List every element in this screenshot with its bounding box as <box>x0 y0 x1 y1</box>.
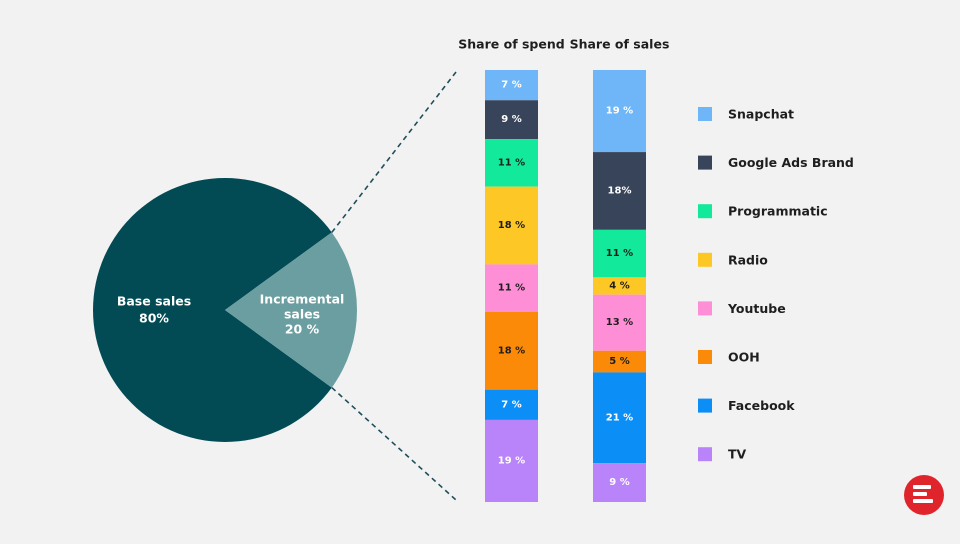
bar-segment-share-of-spend-google-ads-brand <box>485 100 538 140</box>
data-label-share-of-spend-ooh: 18 % <box>498 345 525 356</box>
bar-segment-share-of-sales-radio <box>593 277 646 295</box>
data-label-share-of-sales-programmatic: 11 % <box>606 248 633 259</box>
bar-segment-share-of-spend-ooh <box>485 311 538 390</box>
legend-item-snapchat: Snapchat <box>728 107 794 122</box>
legend-swatch-tv <box>698 447 712 462</box>
bar-segment-share-of-spend-radio <box>485 186 538 265</box>
legend-item-youtube: Youtube <box>727 301 786 316</box>
legend-item-google-ads-brand: Google Ads Brand <box>728 155 854 170</box>
data-label-share-of-spend-radio: 18 % <box>498 220 525 231</box>
legend-swatch-facebook <box>698 398 712 413</box>
pie-label-base-sales: Base sales <box>117 294 191 309</box>
data-label-share-of-sales-youtube: 13 % <box>606 317 633 328</box>
legend-swatch-ooh <box>698 350 712 364</box>
brand-logo-bar <box>913 499 933 503</box>
data-label-share-of-sales-google-ads-brand: 18% <box>608 185 632 196</box>
data-label-share-of-spend-snapchat: 7 % <box>501 80 521 91</box>
data-label-share-of-sales-snapchat: 19 % <box>606 106 633 117</box>
bar-segment-share-of-spend-programmatic <box>485 139 538 187</box>
legend-item-tv: TV <box>728 447 747 462</box>
data-label-share-of-sales-tv: 9 % <box>609 477 629 488</box>
bar-segment-share-of-sales-facebook <box>593 372 646 464</box>
bar-segment-share-of-spend-facebook <box>485 389 538 420</box>
bar-segment-share-of-spend-snapchat <box>485 70 538 101</box>
bar-title-share-of-spend: Share of spend <box>458 37 564 52</box>
bar-segment-share-of-sales-youtube <box>593 294 646 351</box>
data-label-share-of-spend-google-ads-brand: 9 % <box>501 114 521 125</box>
data-label-share-of-spend-tv: 19 % <box>498 455 525 466</box>
legend-swatch-radio <box>698 252 712 267</box>
bar-segment-share-of-spend-tv <box>485 419 538 502</box>
pie-label-incremental-sales: Incremental <box>260 292 345 307</box>
data-label-share-of-sales-radio: 4 % <box>609 281 629 292</box>
pie-label-incremental-sales: 20 % <box>285 322 320 337</box>
legend-swatch-programmatic <box>698 204 712 219</box>
bar-segment-share-of-sales-programmatic <box>593 229 646 278</box>
bar-segment-share-of-sales-ooh <box>593 350 646 373</box>
bar-segment-share-of-sales-snapchat <box>593 70 646 153</box>
bar-segment-share-of-spend-youtube <box>485 264 538 312</box>
legend-swatch-snapchat <box>698 107 712 121</box>
data-label-share-of-sales-facebook: 21 % <box>606 412 633 423</box>
legend-swatch-google-ads-brand <box>698 155 712 170</box>
legend-item-programmatic: Programmatic <box>728 204 828 219</box>
data-label-share-of-spend-facebook: 7 % <box>501 399 521 410</box>
connector-line-top <box>331 71 457 233</box>
data-label-share-of-spend-programmatic: 11 % <box>498 157 525 168</box>
pie-label-incremental-sales: sales <box>284 307 320 322</box>
brand-logo-bar <box>913 492 927 496</box>
legend-item-radio: Radio <box>728 252 768 267</box>
brand-logo-bar <box>913 485 931 489</box>
pie-slice-base-sales <box>93 178 332 443</box>
legend-item-facebook: Facebook <box>728 398 795 413</box>
pie-label-base-sales: 80% <box>139 311 169 326</box>
legend-item-ooh: OOH <box>728 350 760 365</box>
legend-swatch-youtube <box>698 301 712 316</box>
pie-slice-incremental-sales <box>225 232 358 388</box>
data-label-share-of-sales-ooh: 5 % <box>609 356 629 367</box>
bar-title-share-of-sales: Share of sales <box>570 37 670 52</box>
bar-segment-share-of-sales-tv <box>593 463 646 502</box>
bar-segment-share-of-sales-google-ads-brand <box>593 152 646 230</box>
data-label-share-of-spend-youtube: 11 % <box>498 283 525 294</box>
connector-line-bottom <box>331 386 457 501</box>
